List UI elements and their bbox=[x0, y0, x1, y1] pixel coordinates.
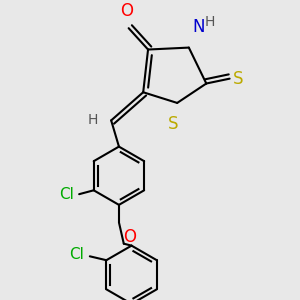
Text: H: H bbox=[204, 15, 215, 29]
Text: S: S bbox=[232, 70, 243, 88]
Text: S: S bbox=[168, 115, 178, 133]
Text: Cl: Cl bbox=[59, 187, 74, 202]
Text: O: O bbox=[123, 228, 136, 246]
Text: O: O bbox=[120, 2, 133, 20]
Text: N: N bbox=[193, 18, 205, 36]
Text: H: H bbox=[87, 113, 98, 128]
Text: Cl: Cl bbox=[69, 247, 84, 262]
